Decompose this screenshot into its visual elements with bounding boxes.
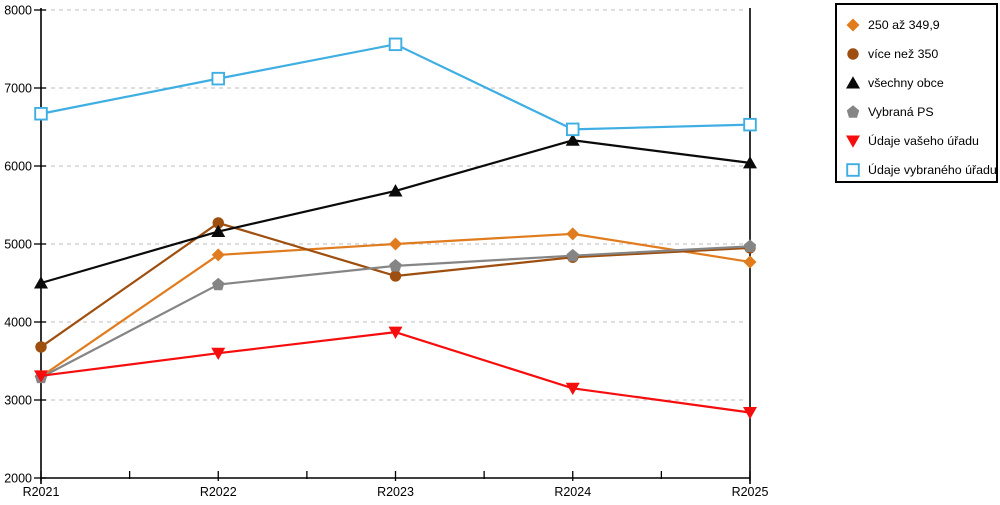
data-point-marker-s4-R2021 <box>34 370 48 383</box>
x-axis-label-R2023: R2023 <box>377 485 414 499</box>
data-point-marker-s1-R2022 <box>212 217 224 229</box>
data-point-marker-s5-R2025 <box>743 117 757 132</box>
data-point-marker-s4-R2024 <box>565 382 580 396</box>
data-point-marker-s2-R2024 <box>565 133 580 146</box>
data-point-marker-s3-R2025 <box>743 239 757 253</box>
data-point-marker-s5-R2024 <box>566 122 580 137</box>
data-point-marker-s0-R2023 <box>389 237 402 251</box>
y-axis-label-4000: 4000 <box>4 316 32 330</box>
data-point-marker-s5-R2022 <box>211 71 225 86</box>
data-point-marker-s4-R2025 <box>743 406 757 420</box>
data-point-marker-s3-R2024 <box>566 248 579 262</box>
data-point-marker-s0-R2022 <box>211 248 225 262</box>
x-axis-label-R2025: R2025 <box>732 485 769 499</box>
legend-item-4: Údaje vašeho úřadu <box>837 126 996 155</box>
y-axis-label-5000: 5000 <box>4 238 32 252</box>
legend-label: všechny obce <box>868 75 944 90</box>
x-axis-label-R2021: R2021 <box>23 485 60 499</box>
y-axis-label-7000: 7000 <box>4 82 32 96</box>
legend-item-3: Vybraná PS <box>837 97 996 126</box>
y-axis-label-3000: 3000 <box>4 394 32 408</box>
data-point-marker-s2-R2023 <box>388 184 403 197</box>
x-axis-label-R2024: R2024 <box>554 485 591 499</box>
triangle-down-icon <box>846 135 860 148</box>
series-line-0 <box>39 232 752 378</box>
legend-item-0: 250 až 349,9 <box>837 10 996 39</box>
legend-label: Údaje vybraného úřadu <box>868 162 997 177</box>
x-axis-label-R2022: R2022 <box>200 485 237 499</box>
square-open-icon <box>846 162 860 177</box>
data-point-marker-s5-R2023 <box>388 37 403 52</box>
legend-box: 250 až 349,9 více než 350 všechny obce Vybr… <box>835 3 998 183</box>
series-line-5 <box>39 43 752 131</box>
data-point-marker-s0-R2025 <box>743 255 757 269</box>
legend-label: Vybraná PS <box>868 104 934 119</box>
circle-icon <box>847 47 859 60</box>
legend-item-2: všechny obce <box>837 68 996 97</box>
data-point-marker-s4-R2023 <box>388 326 403 339</box>
data-point-marker-s4-R2022 <box>211 347 226 360</box>
triangle-up-icon <box>846 75 860 88</box>
data-point-marker-s0-R2024 <box>566 227 580 241</box>
data-point-marker-s5-R2021 <box>34 106 48 121</box>
data-point-marker-s2-R2025 <box>743 156 757 169</box>
legend-label: více než 350 <box>868 46 939 61</box>
legend-item-1: více než 350 <box>837 39 996 68</box>
y-axis-label-2000: 2000 <box>4 472 32 486</box>
y-axis-label-8000: 8000 <box>4 4 32 18</box>
y-axis-label-6000: 6000 <box>4 160 32 174</box>
legend-label: 250 až 349,9 <box>868 17 940 32</box>
data-point-marker-s2-R2021 <box>34 276 48 289</box>
data-point-marker-s1-R2023 <box>389 270 402 282</box>
data-point-marker-s1-R2021 <box>35 341 47 353</box>
data-point-marker-s3-R2023 <box>389 259 402 272</box>
data-point-marker-s2-R2022 <box>211 224 226 238</box>
data-point-marker-s3-R2022 <box>212 277 225 291</box>
legend-label: Údaje vašeho úřadu <box>868 133 979 148</box>
diamond-icon <box>846 18 860 31</box>
pentagon-icon <box>846 104 860 118</box>
legend-item-5: Údaje vybraného úřadu <box>837 155 997 184</box>
